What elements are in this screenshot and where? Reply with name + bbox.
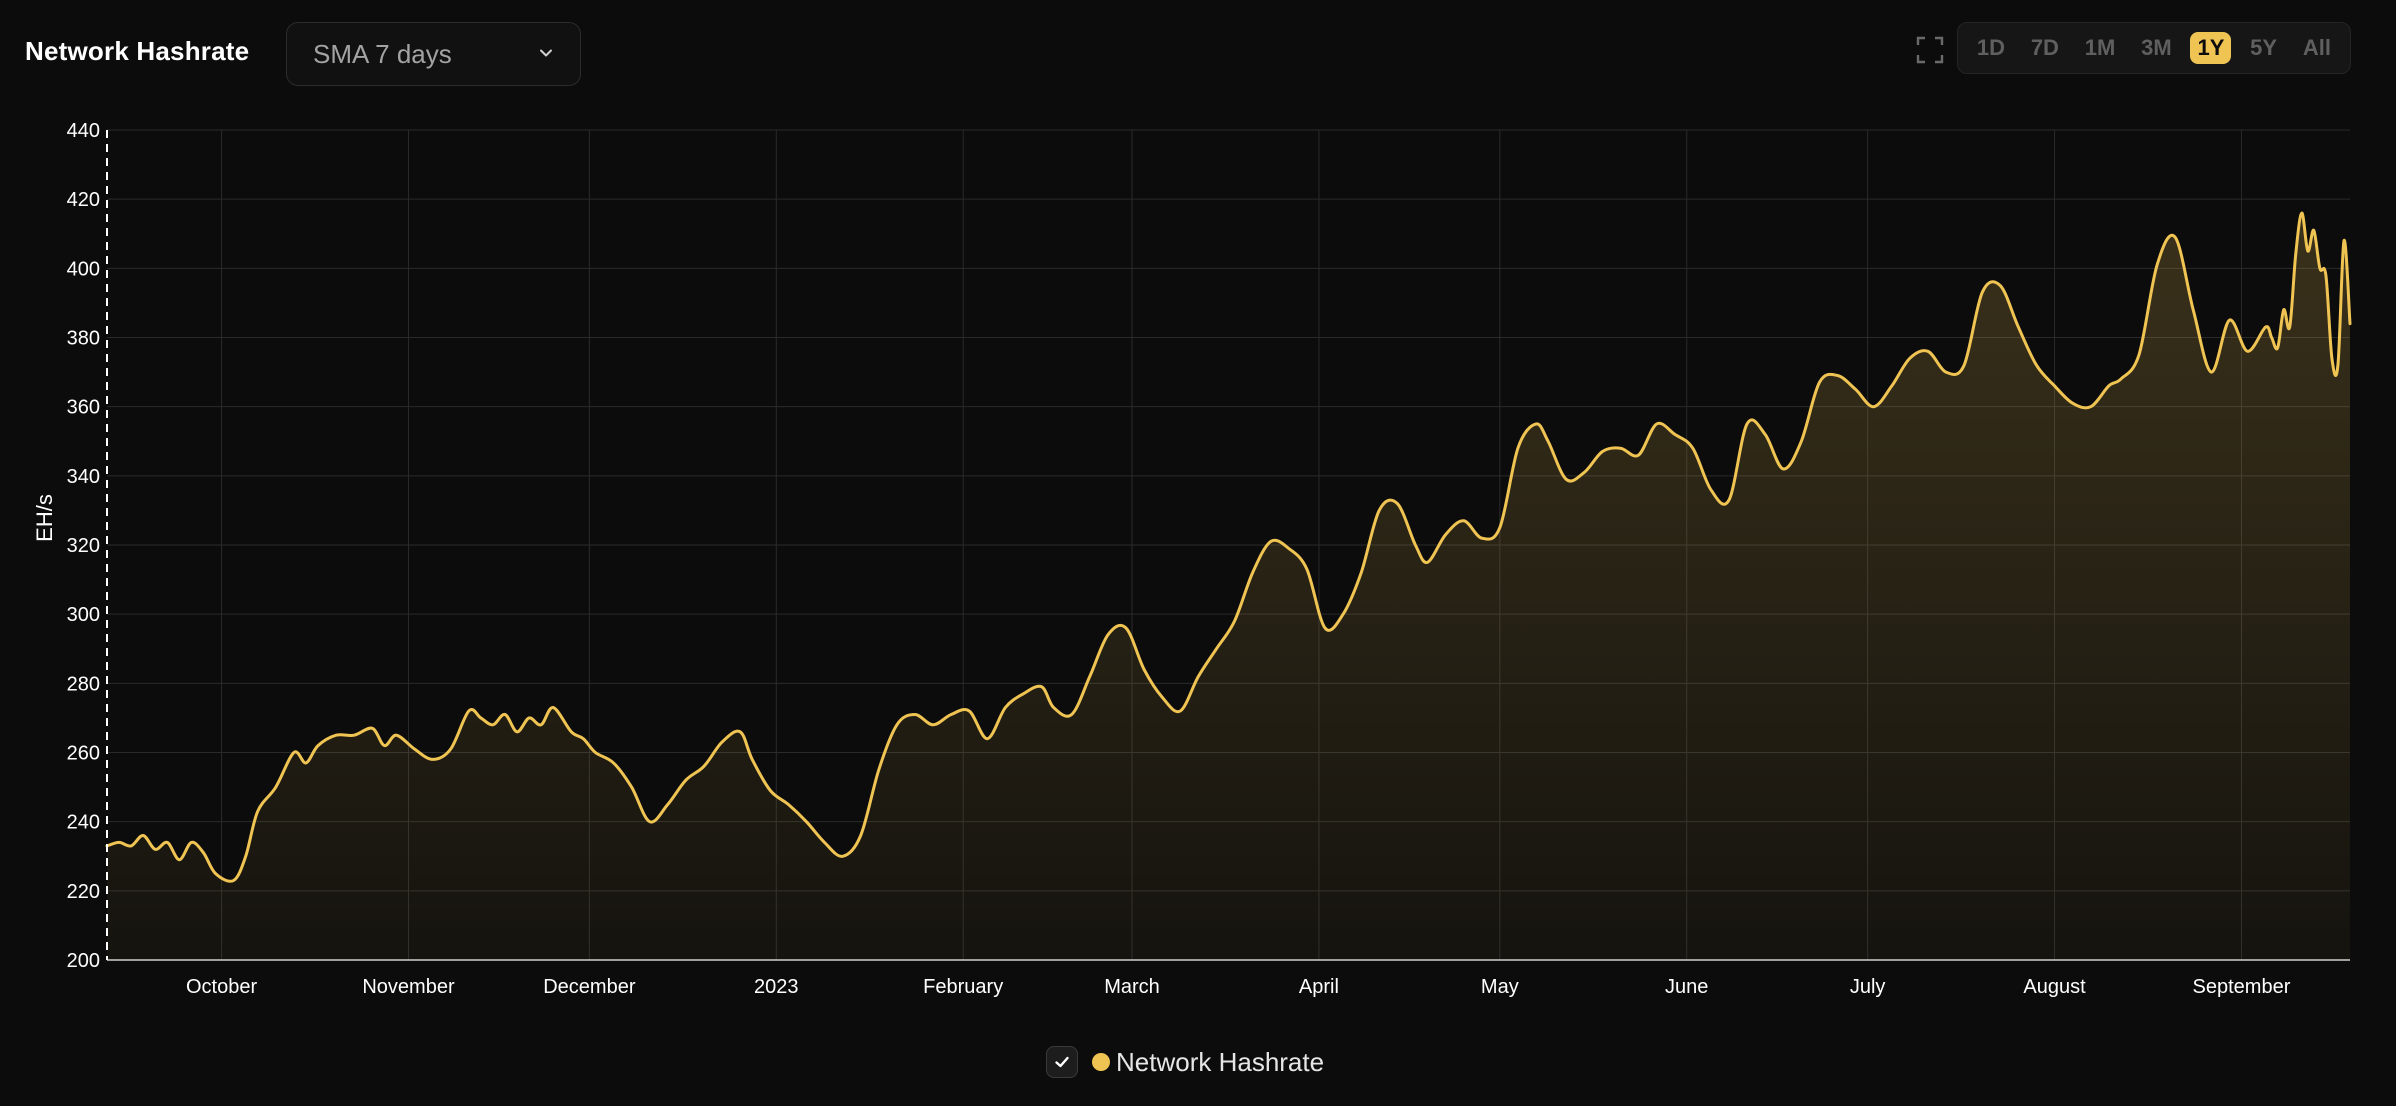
x-tick-label: September — [2193, 976, 2291, 998]
x-tick-label: July — [1850, 976, 1886, 998]
smoothing-select-value: SMA 7 days — [313, 38, 452, 69]
range-7d-button[interactable]: 7D — [2030, 35, 2059, 60]
range-3m-button[interactable]: 3M — [2141, 35, 2172, 60]
x-tick-label: December — [543, 976, 636, 998]
y-tick-label: 300 — [67, 604, 100, 626]
y-tick-label: 340 — [67, 466, 100, 488]
check-icon — [1055, 1056, 1069, 1068]
y-tick-label: 240 — [67, 812, 100, 834]
range-5y-button[interactable]: 5Y — [2250, 35, 2278, 60]
smoothing-select[interactable]: SMA 7 days — [286, 22, 581, 86]
range-1d-button[interactable]: 1D — [1976, 35, 2006, 60]
x-tick-label: August — [2023, 976, 2086, 998]
x-tick-label: 2023 — [754, 976, 799, 998]
page-title: Network Hashrate — [25, 36, 250, 66]
x-tick-label: February — [923, 976, 1003, 998]
y-tick-label: 220 — [67, 881, 100, 903]
expand-icon[interactable] — [1915, 35, 1945, 65]
x-tick-label: October — [186, 976, 257, 998]
legend-item-network-hashrate[interactable]: Network Hashrate — [1046, 1046, 1324, 1078]
x-tick-label: May — [1481, 976, 1519, 998]
series-area-fill — [107, 212, 2350, 960]
y-tick-label: 280 — [67, 673, 100, 695]
y-tick-label: 420 — [67, 189, 100, 211]
y-axis-label: EH/s — [32, 494, 57, 542]
legend-color-swatch — [1092, 1053, 1110, 1071]
x-tick-label: April — [1299, 976, 1339, 998]
y-tick-label: 360 — [67, 397, 100, 419]
y-tick-label: 400 — [67, 258, 100, 280]
legend-checkbox[interactable] — [1046, 1046, 1078, 1078]
x-tick-label: March — [1104, 976, 1160, 998]
y-tick-label: 440 — [67, 120, 100, 142]
time-range-selector: 1D 7D 1M 3M 1Y 5Y All — [1957, 22, 2351, 74]
chevron-down-icon — [540, 49, 552, 57]
y-tick-label: 200 — [67, 950, 100, 972]
y-tick-label: 260 — [67, 743, 100, 765]
y-tick-label: 320 — [67, 535, 100, 557]
x-tick-label: June — [1665, 976, 1708, 998]
legend-label: Network Hashrate — [1116, 1046, 1325, 1077]
series-line-network-hashrate — [105, 211, 2352, 883]
x-tick-label: November — [362, 976, 455, 998]
hashrate-chart: 200 220 240 260 280 300 320 340 360 380 400 420 440 O… — [32, 120, 2352, 998]
range-1m-button[interactable]: 1M — [2084, 35, 2116, 60]
range-all-button[interactable]: All — [2302, 35, 2332, 60]
y-tick-label: 380 — [67, 328, 100, 350]
range-1y-button[interactable]: 1Y — [2190, 32, 2232, 64]
